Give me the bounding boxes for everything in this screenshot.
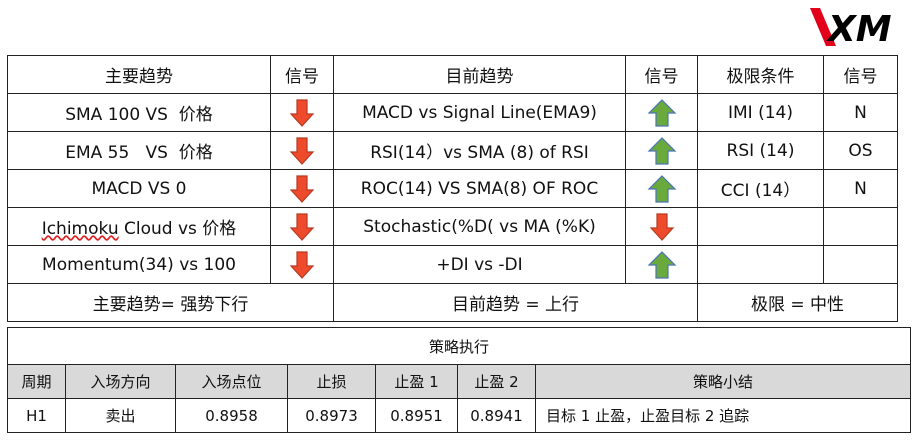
header-cell: 止损 — [287, 364, 376, 399]
current-trend: ROC(14) VS SMA(8) OF ROC — [333, 169, 626, 208]
summary-row: 主要趋势= 强势下行 目前趋势 = 上行 极限 = 中性 — [7, 283, 898, 322]
row: EMA 55 VS 价格 RSI(14）vs SMA (8) of RSI RS… — [7, 131, 898, 170]
strategy-table: 策略执行 周期 入场方向 入场点位 止损 止盈 1 止盈 2 策略小结 H1 卖… — [6, 327, 912, 433]
header-cell: 目前趋势 — [333, 55, 626, 94]
main-trend: Momentum(34) vs 100 — [7, 245, 271, 284]
summary-cell: 目前趋势 = 上行 — [333, 283, 698, 322]
up-arrow — [647, 98, 676, 127]
current-trend: RSI(14）vs SMA (8) of RSI — [333, 131, 626, 170]
up-arrow — [647, 136, 676, 165]
title-row: 策略执行 — [6, 327, 912, 365]
up-arrow — [647, 174, 676, 203]
current-trend: MACD vs Signal Line(EMA9) — [333, 93, 626, 132]
arrow-shape — [649, 212, 674, 241]
header-row: 周期 入场方向 入场点位 止损 止盈 1 止盈 2 策略小结 — [7, 364, 912, 399]
down-arrow — [649, 212, 674, 241]
up-arrow — [647, 250, 676, 279]
limit-signal — [823, 245, 898, 284]
header-cell: 入场点位 — [175, 364, 288, 399]
main-trend-text: Ichimoku — [41, 219, 119, 239]
signal — [270, 169, 334, 208]
limit-condition: RSI (14) — [697, 131, 824, 170]
down-arrow — [289, 174, 315, 203]
limit-condition — [697, 245, 824, 284]
down-arrow — [289, 212, 315, 241]
signal — [270, 245, 334, 284]
header-cell: 止盈 2 — [457, 364, 536, 399]
header-row: 主要趋势 信号 目前趋势 信号 极限条件 信号 — [7, 55, 898, 94]
logo-text: XM — [826, 9, 892, 50]
logo: XM — [810, 8, 892, 50]
limit-signal: N — [823, 169, 898, 208]
signal — [625, 169, 698, 208]
limit-signal — [823, 207, 898, 246]
signal — [625, 93, 698, 132]
signal — [625, 207, 698, 246]
main-trend: SMA 100 VS 价格 — [7, 93, 271, 132]
arrow-shape — [647, 250, 676, 279]
arrow-shape — [289, 250, 315, 279]
signal — [270, 207, 334, 246]
cell: 0.8973 — [287, 398, 376, 433]
strategy-title: 策略执行 — [6, 327, 912, 365]
header-cell: 止盈 1 — [375, 364, 458, 399]
summary-cell: 主要趋势= 强势下行 — [7, 283, 334, 322]
main-trend-text: Cloud vs 价格 — [118, 219, 237, 239]
arrow-shape — [289, 174, 315, 203]
row: Momentum(34) vs 100 +DI vs -DI — [7, 245, 898, 284]
signal — [625, 245, 698, 284]
arrow-shape — [647, 136, 676, 165]
main-trend: MACD VS 0 — [7, 169, 271, 208]
header-cell: 策略小结 — [534, 364, 912, 399]
signal — [270, 131, 334, 170]
limit-condition: CCI (14） — [697, 169, 824, 208]
limit-condition: IMI (14) — [697, 93, 824, 132]
row: Ichimoku Cloud vs 价格 Stochastic(%D( vs M… — [7, 207, 898, 246]
arrow-shape — [647, 174, 676, 203]
header-cell: 信号 — [625, 55, 698, 94]
cell: 卖出 — [65, 398, 176, 433]
current-trend: +DI vs -DI — [333, 245, 626, 284]
summary-cell: 极限 = 中性 — [697, 283, 898, 322]
arrow-shape — [289, 212, 315, 241]
cell: 0.8951 — [375, 398, 458, 433]
analysis-table: 主要趋势 信号 目前趋势 信号 极限条件 信号 SMA 100 VS 价格 MA… — [7, 55, 898, 322]
down-arrow — [289, 136, 315, 165]
arrow-shape — [289, 136, 315, 165]
cell: H1 — [7, 398, 66, 433]
header-cell: 信号 — [823, 55, 898, 94]
row: SMA 100 VS 价格 MACD vs Signal Line(EMA9) … — [7, 93, 898, 132]
main-trend: EMA 55 VS 价格 — [7, 131, 271, 170]
cell: 目标 1 止盈，止盈目标 2 追踪 — [534, 398, 912, 433]
header-cell: 主要趋势 — [7, 55, 271, 94]
main-trend: Ichimoku Cloud vs 价格 — [7, 207, 271, 246]
signal — [270, 93, 334, 132]
cell: 0.8958 — [175, 398, 288, 433]
limit-signal: OS — [823, 131, 898, 170]
down-arrow — [289, 98, 315, 127]
current-trend: Stochastic(%D( vs MA (%K) — [333, 207, 626, 246]
data-row: H1 卖出 0.8958 0.8973 0.8951 0.8941 目标 1 止… — [7, 398, 912, 433]
header-cell: 信号 — [270, 55, 334, 94]
arrow-shape — [647, 98, 676, 127]
header-cell: 入场方向 — [65, 364, 176, 399]
header-cell: 极限条件 — [697, 55, 824, 94]
arrow-shape — [289, 98, 315, 127]
cell: 0.8941 — [457, 398, 536, 433]
header-cell: 周期 — [7, 364, 66, 399]
limit-condition — [697, 207, 824, 246]
down-arrow — [289, 250, 315, 279]
row: MACD VS 0 ROC(14) VS SMA(8) OF ROC CCI (… — [7, 169, 898, 208]
limit-signal: N — [823, 93, 898, 132]
signal — [625, 131, 698, 170]
